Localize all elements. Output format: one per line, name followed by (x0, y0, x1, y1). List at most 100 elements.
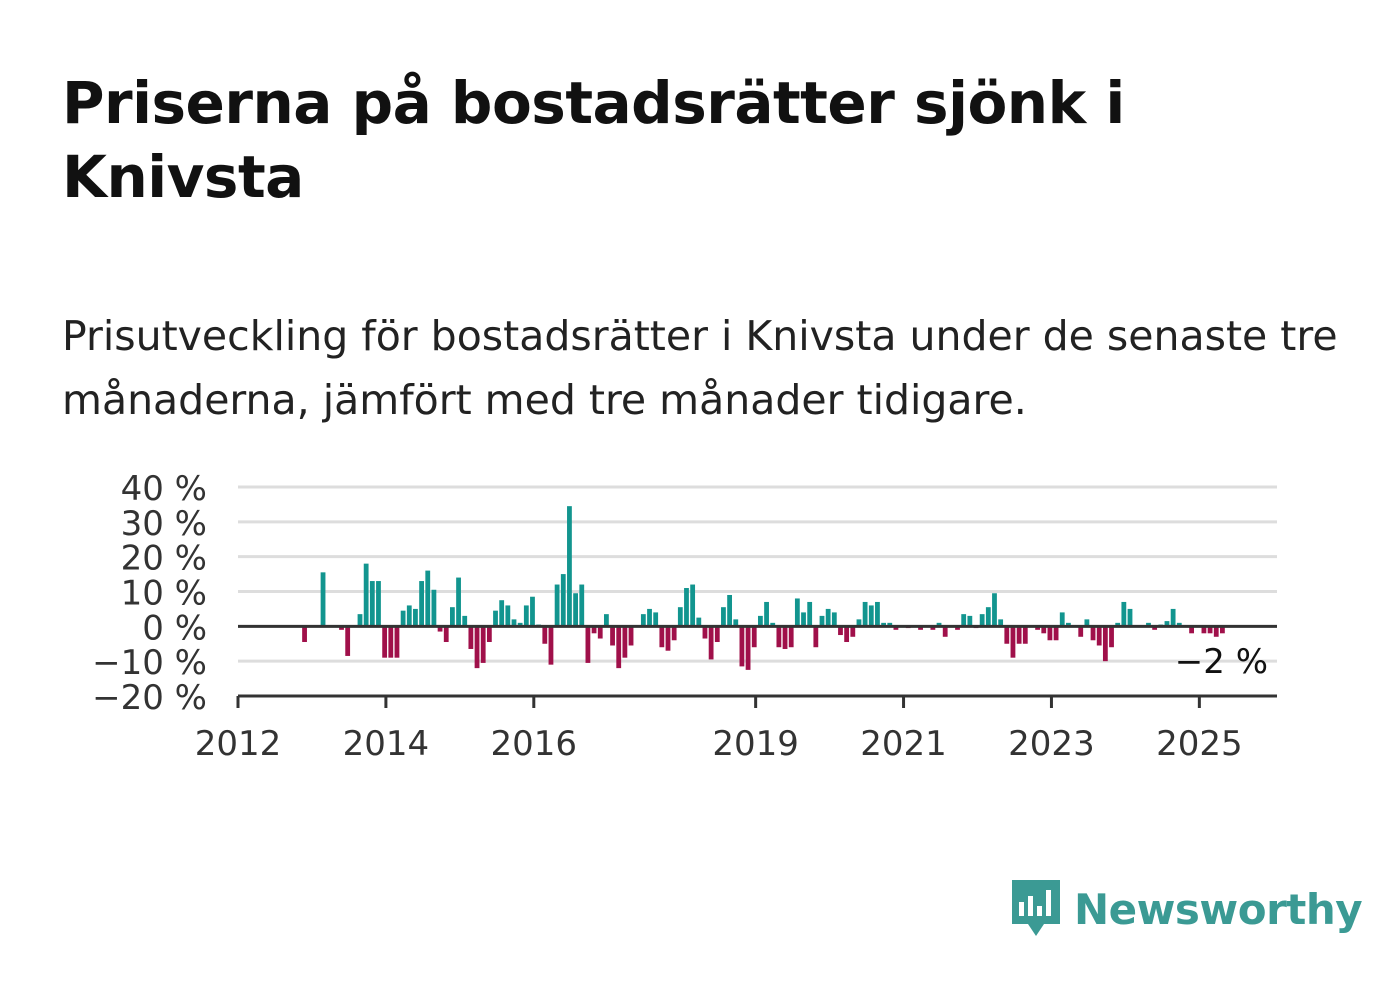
bar (936, 622, 942, 627)
bar (733, 619, 739, 627)
bar (363, 563, 369, 627)
bar (967, 615, 973, 627)
bar (739, 626, 745, 667)
bar (1207, 626, 1213, 634)
bar (942, 626, 948, 637)
bar (505, 605, 511, 627)
bar (1078, 626, 1084, 637)
y-tick-label: 10 % (121, 574, 207, 614)
bar (918, 626, 923, 630)
axes (236, 624, 1277, 708)
bar (856, 619, 862, 627)
bar (690, 584, 696, 627)
bar (585, 626, 591, 663)
bar (1090, 626, 1096, 641)
bar (998, 619, 1004, 627)
bar (320, 572, 326, 627)
bar (745, 626, 751, 670)
y-tick-label: −20 % (92, 678, 207, 718)
bar-chart: 40 %30 %20 %10 %0 %−10 %−20 % 2012 2014 201… (92, 469, 1277, 764)
bar (591, 626, 597, 634)
bar (955, 626, 960, 630)
bar (640, 614, 646, 627)
bar (844, 626, 850, 643)
bar (1065, 622, 1071, 627)
bar (1004, 626, 1010, 644)
bar (696, 617, 702, 627)
bar (1053, 626, 1059, 641)
bar (388, 626, 394, 658)
bar (462, 615, 468, 627)
y-tick-label: 40 % (121, 469, 207, 509)
bar (511, 619, 517, 627)
bar (376, 581, 381, 627)
bar (659, 626, 665, 648)
bar (1170, 608, 1176, 627)
bar (1164, 621, 1170, 627)
bar (567, 506, 572, 627)
bar (480, 626, 486, 663)
x-tick-label: 2019 (712, 724, 799, 764)
bar (1041, 626, 1047, 634)
y-tick-label: 20 % (121, 539, 207, 579)
bar (1084, 619, 1090, 627)
bar (764, 601, 769, 627)
bar (801, 612, 806, 627)
bar (542, 626, 548, 644)
bar (757, 615, 763, 627)
bar (382, 626, 388, 658)
x-tick-label: 2016 (491, 724, 578, 764)
bar (838, 626, 843, 636)
bar (474, 626, 480, 669)
newsworthy-logo-icon (1012, 880, 1060, 936)
bar (1109, 626, 1114, 648)
bar (727, 594, 733, 627)
bar (345, 626, 351, 656)
gridlines (238, 485, 1277, 663)
bar (400, 610, 406, 627)
bar (394, 626, 400, 658)
bar (406, 605, 412, 627)
bar (493, 610, 498, 627)
bar (1213, 626, 1219, 637)
bar (449, 607, 455, 627)
bar (554, 584, 560, 627)
bar (721, 607, 726, 627)
bar (468, 626, 474, 649)
bar (881, 622, 887, 627)
bar (702, 626, 708, 639)
bar (369, 581, 375, 627)
bar (425, 570, 431, 627)
bar (419, 581, 424, 627)
bar (825, 608, 831, 627)
bar (616, 626, 622, 669)
bar (1016, 626, 1022, 644)
bar (684, 588, 689, 627)
x-tick-label: 2014 (343, 724, 430, 764)
bar (813, 626, 819, 648)
bar (1146, 622, 1151, 627)
bar (622, 626, 628, 658)
bar (1035, 626, 1041, 630)
bar (443, 626, 449, 643)
x-tick-label: 2023 (1008, 724, 1095, 764)
bar (875, 601, 880, 627)
bar (992, 593, 997, 627)
bar (887, 622, 893, 627)
bar (597, 626, 603, 639)
bar (985, 607, 991, 627)
bar (603, 614, 609, 627)
tick-labels: 40 %30 %20 %10 %0 %−10 %−20 % 2012 2014 201… (92, 469, 1268, 764)
bar (1102, 626, 1108, 662)
bar (579, 584, 585, 627)
bar (868, 605, 874, 627)
bar (708, 626, 714, 660)
bar (979, 614, 985, 627)
bar (807, 601, 813, 627)
chart-title: Priserna på bostadsrätter sjönk i Knivst… (62, 69, 1125, 211)
bar (628, 626, 634, 646)
x-tick-label: 2025 (1156, 724, 1243, 764)
bar (714, 626, 720, 643)
y-tick-label: −10 % (92, 643, 207, 683)
bars (302, 506, 1225, 670)
